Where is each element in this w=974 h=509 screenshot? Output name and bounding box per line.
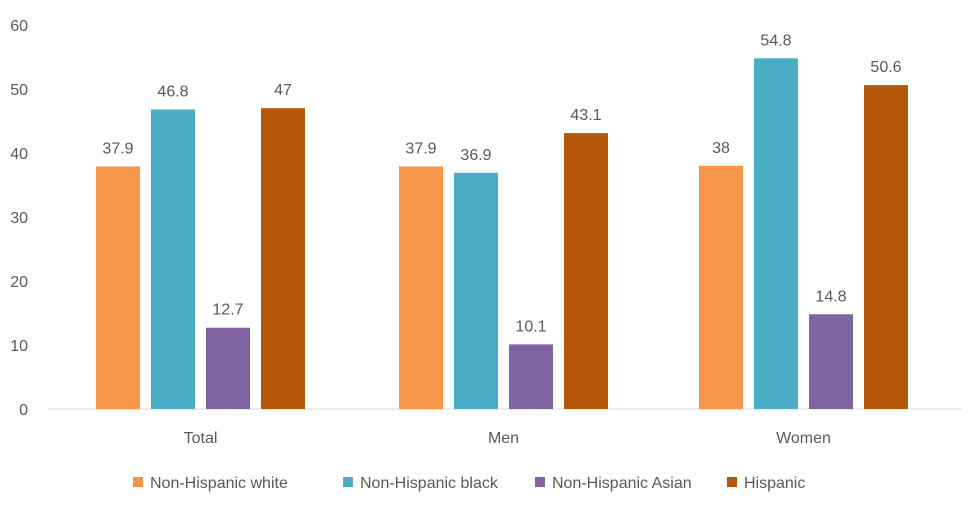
bar (151, 109, 195, 409)
legend-swatch (343, 477, 353, 487)
legend-item: Non-Hispanic black (343, 475, 499, 492)
bar (864, 85, 908, 409)
legend-label: Hispanic (744, 475, 805, 492)
data-label: 12.7 (212, 302, 243, 319)
bar (454, 172, 498, 409)
bar (509, 344, 553, 409)
data-label: 38 (712, 140, 730, 157)
y-tick-label: 20 (10, 274, 28, 291)
y-tick-label: 30 (10, 210, 28, 227)
y-tick-label: 50 (10, 82, 28, 99)
bar (399, 166, 443, 409)
legend-swatch (133, 477, 143, 487)
data-label: 50.6 (870, 59, 901, 76)
data-label: 36.9 (460, 147, 491, 164)
data-label: 43.1 (570, 107, 601, 124)
legend-item: Non-Hispanic white (133, 475, 288, 492)
bars: 37.9 46.8 12.7 47 37.9 36.9 10.1 43.1 38 54.8 14.8… (96, 32, 908, 409)
x-axis: Total Men Women (184, 430, 831, 447)
bar (809, 314, 853, 409)
data-label: 47 (274, 82, 292, 99)
y-tick-label: 60 (10, 18, 28, 35)
x-tick-label: Men (488, 430, 519, 447)
data-label: 37.9 (102, 140, 133, 157)
y-axis: 0 10 20 30 40 50 60 (10, 18, 28, 419)
legend-label: Non-Hispanic black (360, 475, 499, 492)
y-tick-label: 10 (10, 338, 28, 355)
legend-item: Non-Hispanic Asian (535, 475, 692, 492)
bar (261, 108, 305, 409)
bar (206, 327, 250, 409)
bar (96, 166, 140, 409)
legend-swatch (727, 477, 737, 487)
data-label: 10.1 (515, 318, 546, 335)
bar (754, 58, 798, 409)
data-label: 14.8 (815, 288, 846, 305)
legend-swatch (535, 477, 545, 487)
data-label: 37.9 (405, 140, 436, 157)
y-tick-label: 0 (19, 402, 28, 419)
legend-item: Hispanic (727, 475, 805, 492)
bar (699, 165, 743, 409)
data-label: 46.8 (157, 83, 188, 100)
y-tick-label: 40 (10, 146, 28, 163)
bar (564, 133, 608, 409)
legend: Non-Hispanic white Non-Hispanic black Non-… (133, 475, 805, 492)
x-tick-label: Total (184, 430, 218, 447)
legend-label: Non-Hispanic white (150, 475, 288, 492)
data-label: 54.8 (760, 32, 791, 49)
x-tick-label: Women (776, 430, 831, 447)
legend-label: Non-Hispanic Asian (552, 475, 692, 492)
